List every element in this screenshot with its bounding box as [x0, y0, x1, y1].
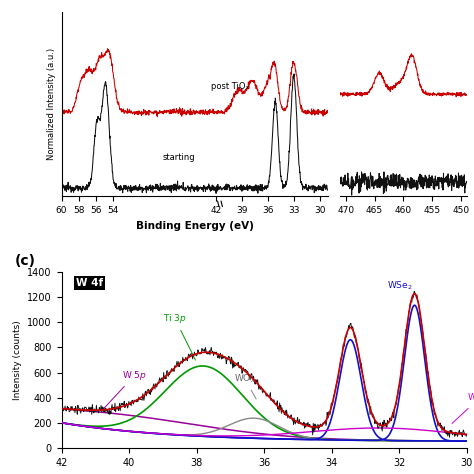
- Text: post TiOₓ: post TiOₓ: [211, 82, 249, 91]
- Text: WO$_x$: WO$_x$: [234, 373, 256, 399]
- Text: W 5$p$: W 5$p$: [104, 369, 147, 408]
- Y-axis label: Intensity (counts): Intensity (counts): [13, 320, 22, 400]
- Text: WSe$_2$: WSe$_2$: [386, 280, 412, 292]
- X-axis label: Binding Energy (eV): Binding Energy (eV): [136, 221, 254, 231]
- Text: starting: starting: [163, 153, 196, 162]
- Text: (c): (c): [15, 254, 36, 268]
- Text: Ti 3$p$: Ti 3$p$: [163, 312, 195, 360]
- Y-axis label: Normalized Intensity (a.u.): Normalized Intensity (a.u.): [47, 48, 56, 160]
- Text: W 4f: W 4f: [76, 278, 103, 288]
- Text: WSe$_x$: WSe$_x$: [452, 391, 474, 423]
